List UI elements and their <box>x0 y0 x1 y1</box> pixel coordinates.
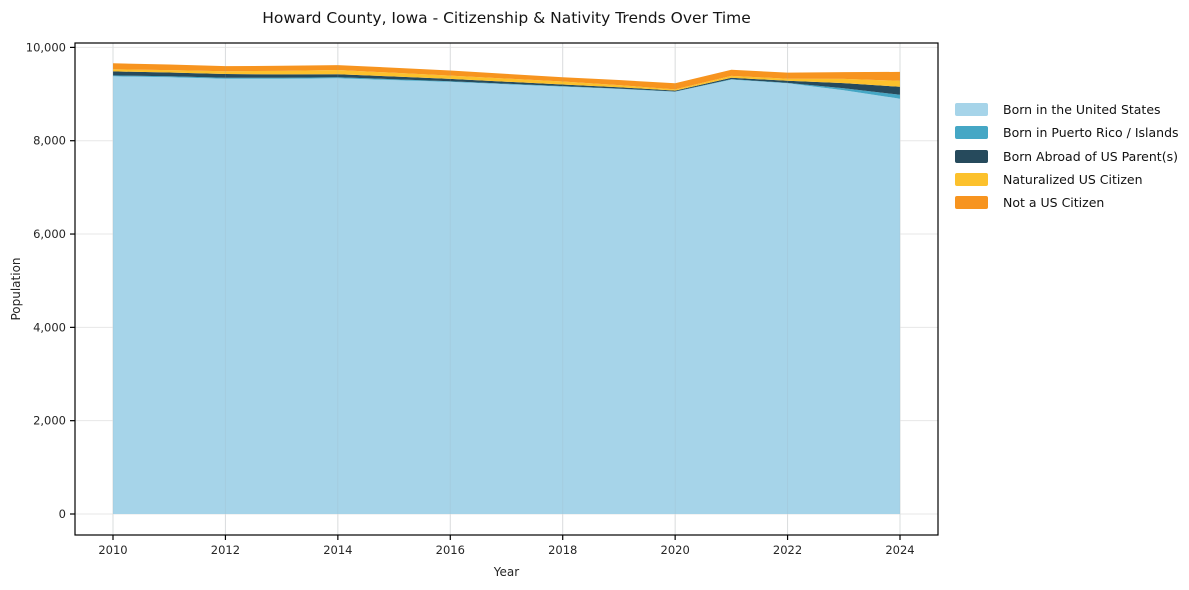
x-tick-label: 2010 <box>98 543 127 557</box>
legend-swatch <box>955 172 988 186</box>
legend-label: Naturalized US Citizen <box>1003 171 1143 187</box>
y-tick-label: 6,000 <box>33 227 66 241</box>
chart-title: Howard County, Iowa - Citizenship & Nati… <box>262 9 751 27</box>
legend-item-naturalized-us-citizen: Naturalized US Citizen <box>955 171 1179 187</box>
y-tick-label: 10,000 <box>26 40 66 54</box>
y-tick-label: 0 <box>59 507 66 521</box>
x-tick-label: 2020 <box>661 543 690 557</box>
legend-item-born-in-puerto-rico-islands: Born in Puerto Rico / Islands <box>955 125 1179 141</box>
x-tick-label: 2014 <box>323 543 352 557</box>
legend-label: Not a US Citizen <box>1003 195 1105 211</box>
legend-label: Born Abroad of US Parent(s) <box>1003 148 1178 164</box>
area-born-in-the-united-states <box>113 76 900 515</box>
area-born-in-puerto-rico-islands <box>113 75 900 99</box>
x-tick-label: 2024 <box>885 543 914 557</box>
legend-swatch <box>955 196 988 210</box>
legend-label: Born in Puerto Rico / Islands <box>1003 125 1179 141</box>
x-axis-label: Year <box>493 565 520 579</box>
x-tick-label: 2016 <box>436 543 465 557</box>
x-tick-label: 2012 <box>211 543 240 557</box>
x-tick-label: 2018 <box>548 543 577 557</box>
y-tick-label: 4,000 <box>33 320 66 334</box>
legend-label: Born in the United States <box>1003 102 1161 117</box>
legend-item-born-abroad-of-us-parent-s: Born Abroad of US Parent(s) <box>955 148 1179 164</box>
y-tick-label: 8,000 <box>33 134 66 148</box>
legend-swatch <box>955 103 988 116</box>
area-born-abroad-of-us-parent-s <box>113 71 900 95</box>
area-not-a-us-citizen <box>113 63 900 90</box>
plot-frame <box>74 42 939 536</box>
y-tick-label: 2,000 <box>33 414 66 428</box>
legend-item-born-in-the-united-states: Born in the United States <box>955 102 1179 117</box>
legend-swatch <box>955 149 988 163</box>
legend: Born in the United States Born in Puerto … <box>955 102 1179 219</box>
x-tick-label: 2022 <box>773 543 802 557</box>
area-naturalized-us-citizen <box>113 69 900 91</box>
legend-item-not-a-us-citizen: Not a US Citizen <box>955 195 1179 211</box>
legend-swatch <box>955 126 988 140</box>
